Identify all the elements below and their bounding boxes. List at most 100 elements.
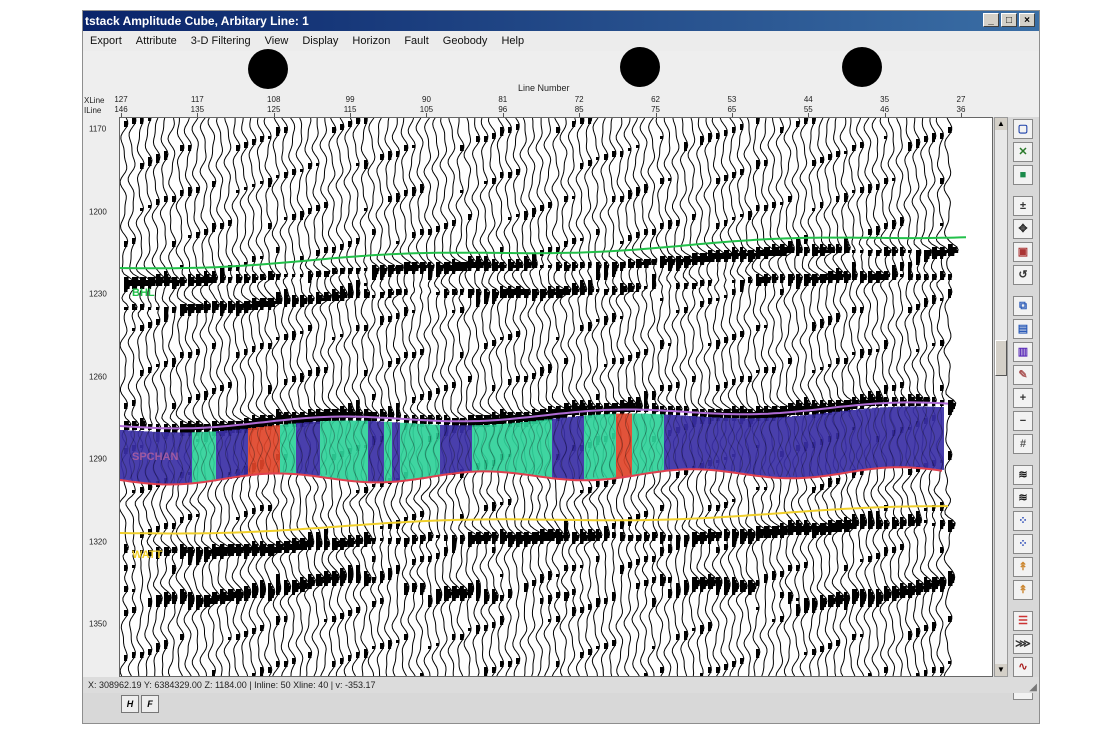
zone-wiggle	[441, 425, 448, 474]
layer-icon[interactable]: ▤	[1013, 319, 1033, 339]
wiggle-fill	[420, 184, 428, 679]
inline-tick-label: 96	[498, 105, 508, 114]
plus-icon[interactable]: +	[1013, 388, 1033, 408]
horizon-mode-button[interactable]: H	[121, 695, 139, 713]
zone-column	[400, 422, 408, 482]
wiggle-trace	[511, 117, 526, 677]
menu-fault[interactable]: Fault	[404, 35, 429, 47]
fault-mode-button[interactable]: F	[141, 695, 159, 713]
wiggle-trace	[247, 117, 264, 677]
grid-icon[interactable]: #	[1013, 434, 1033, 454]
wiggle-fill	[916, 139, 925, 679]
wiggle-fill	[876, 184, 885, 607]
resize-grip-icon[interactable]: ◢	[1029, 682, 1037, 693]
wiggle-trace	[821, 117, 839, 677]
inline-tick-label: 125	[267, 105, 281, 114]
wiggle-trace	[287, 117, 303, 677]
wiggle-icon[interactable]: ≋	[1013, 488, 1033, 508]
wiggle-fill	[716, 133, 725, 673]
horizon-spchan-top-line[interactable]	[119, 401, 949, 430]
zone-wiggle	[248, 427, 256, 473]
brush-icon[interactable]: ✎	[1013, 365, 1033, 385]
wiggle-trace	[365, 117, 380, 677]
menu-view[interactable]: View	[264, 35, 289, 47]
zoom-icon[interactable]: ±	[1013, 196, 1033, 216]
zone-column	[192, 432, 200, 484]
zone-column	[784, 416, 792, 479]
seismic-section[interactable]: BHL SPCHAN WATT	[118, 117, 993, 679]
wiggle-fill	[316, 163, 328, 586]
wiggle-fill	[380, 154, 388, 649]
horizon-watt-line[interactable]	[119, 505, 948, 535]
wave-icon[interactable]: ∿	[1013, 657, 1033, 677]
zone-wiggle	[177, 432, 184, 484]
crossline-icon[interactable]: ✕	[1013, 142, 1033, 162]
wiggle-fill	[684, 142, 693, 640]
zigzag-icon[interactable]: ⋙	[1013, 634, 1033, 654]
wiggle-trace	[159, 117, 173, 677]
zone-wiggle	[416, 423, 424, 479]
zone-wiggle	[696, 416, 704, 469]
menu-3d-filtering[interactable]: 3-D Filtering	[190, 35, 251, 47]
app-window: tstack Amplitude Cube, Arbitary Line: 1 …	[82, 10, 1040, 724]
horizon-bhl-line[interactable]	[119, 236, 967, 270]
zone-wiggle	[888, 406, 896, 467]
minus-icon[interactable]: −	[1013, 411, 1033, 431]
scroll-down-icon[interactable]: ▼	[995, 664, 1007, 676]
pick-icon[interactable]: ↟	[1013, 557, 1033, 577]
zone-column	[640, 413, 648, 475]
vertical-scrollbar[interactable]: ▲ ▼	[994, 117, 1008, 677]
reset-icon[interactable]: ↺	[1013, 265, 1033, 285]
xline-tick-label: 108	[267, 95, 281, 104]
minimize-button[interactable]: _	[983, 13, 999, 27]
menu-attribute[interactable]: Attribute	[135, 35, 177, 47]
wiggle-trace	[437, 117, 455, 677]
maximize-button[interactable]: □	[1001, 13, 1017, 27]
seismic-canvas[interactable]: BHL SPCHAN WATT	[118, 117, 992, 679]
stack-icon[interactable]: ▥	[1013, 342, 1033, 362]
zone-wiggle	[728, 418, 736, 473]
scroll-up-icon[interactable]: ▲	[995, 118, 1007, 130]
zone-wiggle	[808, 413, 816, 478]
axis-title: Line Number	[518, 83, 570, 93]
menu-horizon[interactable]: Horizon	[352, 35, 391, 47]
lines-icon[interactable]: ☰	[1013, 611, 1033, 631]
wiggle-fill	[212, 181, 223, 676]
zone-wiggle	[752, 417, 760, 476]
dots-icon[interactable]: ⁘	[1013, 511, 1033, 531]
zone-column	[824, 412, 832, 477]
wiggle-trace	[303, 117, 319, 677]
xline-tick-label: 27	[956, 95, 966, 104]
zone-wiggle	[504, 423, 511, 472]
wiggle-trace	[255, 117, 272, 677]
zone-wiggle	[592, 414, 600, 478]
wiggle-icon[interactable]: ≋	[1013, 465, 1033, 485]
menu-help[interactable]: Help	[501, 35, 525, 47]
zone-wiggle	[641, 413, 648, 474]
menu-display[interactable]: Display	[302, 35, 339, 47]
line-number-axis: Line Number XLine ILine 127 146 117 135 108 1…	[83, 51, 1039, 117]
horizon-spchan-base-line[interactable]	[119, 466, 943, 486]
zone-column	[624, 413, 632, 478]
dots-icon[interactable]: ⁘	[1013, 534, 1033, 554]
pick-icon[interactable]: ↟	[1013, 580, 1033, 600]
menu-geobody[interactable]: Geobody	[442, 35, 488, 47]
window-icon[interactable]: ▢	[1013, 119, 1033, 139]
wiggle-trace	[207, 117, 224, 677]
wiggle-fill	[676, 220, 684, 640]
menu-export[interactable]: Export	[90, 35, 122, 47]
spchan-zone	[120, 406, 944, 485]
zone-wiggle	[793, 415, 800, 476]
pan-icon[interactable]: ✥	[1013, 219, 1033, 239]
wiggle-trace	[927, 117, 942, 677]
copy-icon[interactable]: ⧉	[1013, 296, 1033, 316]
xline-tick-label: 44	[803, 95, 813, 104]
wiggle-trace	[279, 117, 295, 677]
close-button[interactable]: ×	[1019, 13, 1035, 27]
inline-tick-label: 65	[727, 105, 737, 114]
zone-column	[440, 424, 448, 476]
cube-icon[interactable]: ■	[1013, 165, 1033, 185]
scroll-thumb[interactable]	[995, 340, 1007, 376]
image-icon[interactable]: ▣	[1013, 242, 1033, 262]
wiggle-trace	[943, 117, 959, 677]
